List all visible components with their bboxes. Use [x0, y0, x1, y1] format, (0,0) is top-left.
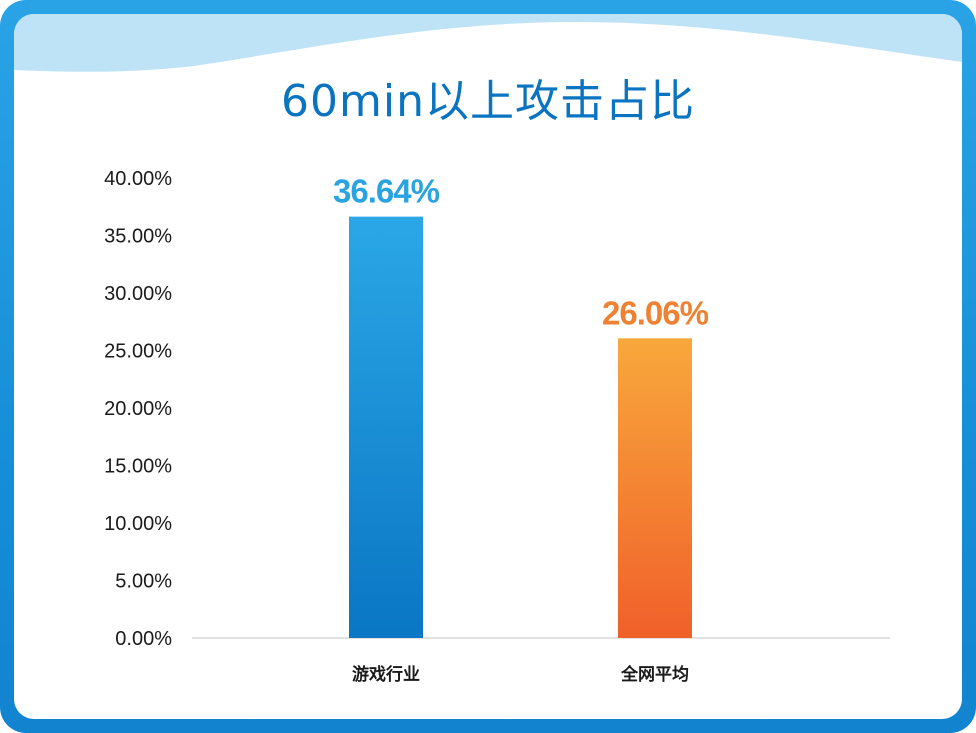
- y-tick-label: 40.00%: [104, 168, 172, 190]
- bar-1: [349, 216, 423, 638]
- header-wave: [14, 14, 962, 72]
- chart-title: 60min以上攻击占比: [281, 76, 695, 127]
- y-tick-label: 15.00%: [104, 456, 172, 478]
- y-tick-label: 5.00%: [115, 571, 172, 593]
- y-axis-ticks: 0.00% 5.00% 10.00% 15.00% 20.00% 25.00% 30.00%…: [104, 168, 172, 650]
- data-label-2: 26.06%: [602, 294, 709, 331]
- bars: 36.64% 26.06%: [333, 173, 710, 638]
- y-tick-label: 25.00%: [104, 341, 172, 363]
- y-tick-label: 20.00%: [104, 398, 172, 420]
- x-category-label: 全网平均: [620, 664, 689, 685]
- x-axis-labels: 游戏行业 全网平均: [352, 664, 689, 685]
- y-tick-label: 30.00%: [104, 283, 172, 305]
- chart-panel: 60min以上攻击占比: [14, 14, 962, 719]
- y-tick-label: 35.00%: [104, 226, 172, 248]
- x-category-label: 游戏行业: [352, 664, 420, 685]
- y-tick-label: 0.00%: [115, 628, 172, 650]
- bar-2: [618, 338, 692, 638]
- data-label-1: 36.64%: [333, 173, 440, 210]
- y-tick-label: 10.00%: [104, 513, 172, 535]
